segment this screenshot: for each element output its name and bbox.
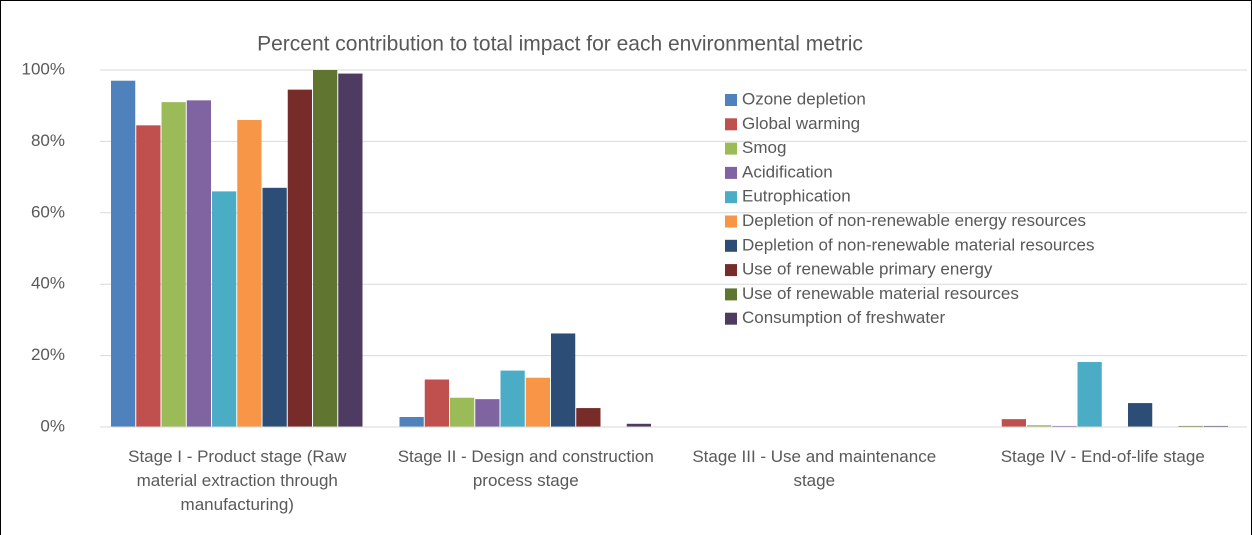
legend-swatch bbox=[725, 191, 737, 204]
legend-swatch bbox=[725, 94, 737, 106]
legend-label: Smog bbox=[742, 138, 786, 157]
legend-swatch bbox=[725, 118, 737, 131]
legend-swatch bbox=[725, 312, 737, 325]
legend-label: Global warming bbox=[742, 114, 860, 133]
bar bbox=[1077, 362, 1102, 427]
x-tick-label: Stage IV - End-of-life stage bbox=[1000, 447, 1205, 466]
legend-swatch bbox=[725, 264, 737, 277]
bar bbox=[399, 417, 424, 427]
y-tick-label: 80% bbox=[31, 131, 65, 150]
legend-swatch bbox=[725, 166, 737, 179]
bar bbox=[1001, 419, 1026, 427]
legend-swatch bbox=[725, 142, 737, 155]
x-tick-label: Stage II - Design and construction proce… bbox=[397, 447, 654, 490]
bar bbox=[186, 100, 211, 427]
legend-swatch bbox=[725, 215, 737, 228]
bar bbox=[1128, 403, 1153, 427]
bar bbox=[237, 119, 262, 427]
legend-swatch bbox=[725, 239, 737, 252]
legend-label: Ozone depletion bbox=[742, 89, 866, 108]
y-tick-label: 100% bbox=[22, 59, 65, 78]
bar bbox=[626, 423, 651, 427]
y-tick-label: 40% bbox=[31, 274, 65, 293]
y-tick-label: 60% bbox=[31, 202, 65, 221]
bar bbox=[212, 191, 237, 427]
bar bbox=[1178, 425, 1203, 427]
bar bbox=[287, 89, 312, 427]
bar bbox=[500, 370, 525, 427]
bar bbox=[338, 73, 363, 427]
bar bbox=[136, 125, 161, 428]
bar bbox=[525, 377, 550, 427]
bar bbox=[1052, 425, 1077, 427]
bar bbox=[576, 408, 601, 427]
legend-label: Eutrophication bbox=[742, 187, 851, 206]
bar bbox=[1027, 425, 1052, 427]
legend-label: Use of renewable primary energy bbox=[742, 260, 993, 279]
legend-label: Acidification bbox=[742, 162, 833, 181]
legend-label: Depletion of non-renewable energy resour… bbox=[742, 211, 1086, 230]
y-tick-label: 20% bbox=[31, 345, 65, 364]
bar bbox=[262, 187, 287, 427]
bar bbox=[551, 333, 576, 427]
bar bbox=[161, 102, 186, 427]
bar bbox=[475, 399, 500, 427]
y-tick-label: 0% bbox=[40, 416, 65, 435]
bar bbox=[424, 379, 449, 427]
legend-label: Depletion of non-renewable material reso… bbox=[742, 235, 1094, 254]
x-tick-label: Stage I - Product stage (Raw material ex… bbox=[128, 447, 347, 514]
bar bbox=[1203, 425, 1228, 427]
legend-label: Use of renewable material resources bbox=[742, 284, 1019, 303]
bar bbox=[111, 80, 136, 428]
legend-swatch bbox=[725, 288, 737, 301]
bar bbox=[313, 70, 338, 427]
x-tick-label: Stage III - Use and maintenance stage bbox=[692, 447, 937, 490]
bar bbox=[450, 397, 475, 427]
chart-title: Percent contribution to total impact for… bbox=[257, 33, 863, 56]
legend-label: Consumption of freshwater bbox=[742, 308, 945, 327]
